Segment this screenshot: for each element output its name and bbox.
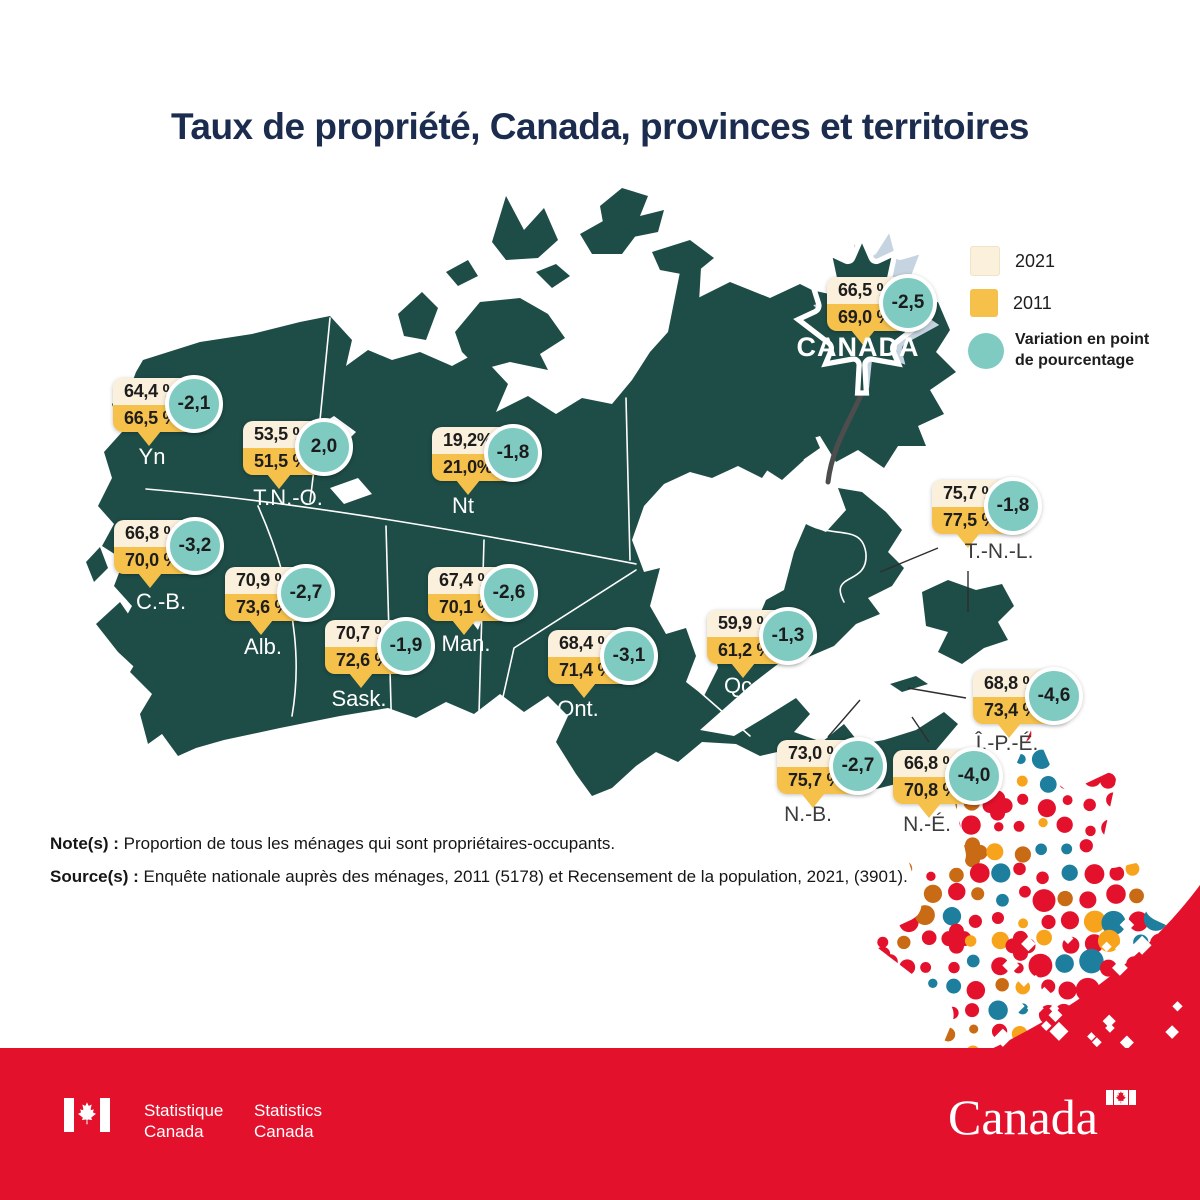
variation-badge: -4,6 <box>1025 667 1083 725</box>
island-haida-gwaii <box>86 547 108 582</box>
callout-tail <box>249 620 273 635</box>
border-quebec-labrador <box>791 511 867 603</box>
variation-badge: -1,9 <box>377 617 435 675</box>
agency-name-french: Statistique Canada <box>144 1100 223 1142</box>
callout-ne: 66,8 % 70,8 % -4,0 N.-É. <box>893 747 1047 870</box>
variation-badge: -2,5 <box>879 274 937 332</box>
corner-solid-red <box>985 885 1200 1052</box>
leader-pei <box>907 687 967 699</box>
region-label: Man. <box>441 631 491 656</box>
footer-band <box>0 1048 1200 1200</box>
region-label: N.-É. <box>903 813 951 836</box>
callout-qc: 59,9 % 61,2 % -1,3 Qc <box>707 607 861 730</box>
agency-en-line1: Statistics <box>254 1101 323 1120</box>
flag-maple-leaf <box>78 1102 96 1125</box>
note-text: Proportion de tous les ménages qui sont … <box>118 834 616 853</box>
island-qe2 <box>580 216 640 254</box>
variation-badge: -3,1 <box>600 627 658 685</box>
variation-badge: 2,0 <box>295 418 353 476</box>
flag-bar-right <box>100 1098 110 1132</box>
island-southampton <box>754 444 804 480</box>
legend-row-2011: 2011 <box>970 289 1155 317</box>
region-label: Yn <box>138 444 166 469</box>
region-label: Nt <box>452 493 474 518</box>
callout-tnl: 75,7 % 77,5 % -1,8 T.-N.-L. <box>932 477 1086 600</box>
source-line: Source(s) : Enquête nationale auprès des… <box>50 867 908 887</box>
callout-tail <box>801 793 825 808</box>
variation-badge: -2,1 <box>165 375 223 433</box>
region-label: T.N.-O. <box>253 485 323 510</box>
island-small-1 <box>446 260 478 286</box>
wordmark-flag-icon <box>1106 1090 1136 1105</box>
island-victoria <box>455 298 565 370</box>
region-label: Qc <box>723 673 753 698</box>
variation-badge: -3,2 <box>166 517 224 575</box>
island-banks <box>398 292 438 340</box>
island-qe1 <box>492 196 558 260</box>
legend-row-variation: Variation en point de pourcentage <box>968 330 1155 372</box>
island-devon <box>652 240 714 276</box>
legend-swatch-2011 <box>970 289 998 317</box>
border-nwt-nunavut <box>625 397 631 561</box>
region-label: T.-N.-L. <box>964 540 1034 563</box>
region-label: C.-B. <box>135 589 187 614</box>
region-label: CANADA <box>796 332 920 362</box>
source-label: Source(s) : <box>50 867 139 886</box>
legend-label-2021: 2021 <box>1015 250 1056 271</box>
flag-bar-left <box>64 1098 74 1132</box>
region-label: Sask. <box>331 686 387 711</box>
legend-swatch-2021 <box>970 246 1000 276</box>
variation-badge: -1,8 <box>484 424 542 482</box>
note-label: Note(s) : <box>50 834 119 853</box>
callout-ont: 68,4 % 71,4 % -3,1 Ont. <box>548 627 702 750</box>
legend-variation-circle-icon <box>968 332 1004 369</box>
canada-wordmark: Canada <box>948 1089 1098 1145</box>
notes-block: Note(s) : Proportion de tous les ménages… <box>50 834 908 900</box>
region-label: Ont. <box>557 696 599 721</box>
agency-en-line2: Canada <box>254 1122 314 1141</box>
variation-badge: -2,7 <box>277 564 335 622</box>
callout-tail <box>138 573 162 588</box>
leader-ns <box>911 716 930 743</box>
callout-canada: 66,5 % 69,0 % -2,5 CANADA <box>797 274 981 397</box>
callout-tail <box>917 803 941 818</box>
wordmark-flag-bar-left <box>1106 1090 1113 1105</box>
callout-tail <box>956 533 980 548</box>
agency-fr-line2: Canada <box>144 1122 204 1141</box>
variation-badge: -1,3 <box>759 607 817 665</box>
island-ellesmere <box>600 188 664 238</box>
island-small-2 <box>536 264 570 288</box>
variation-badge: -2,6 <box>480 564 538 622</box>
agency-fr-line1: Statistique <box>144 1101 224 1120</box>
region-label: N.-B. <box>784 803 832 826</box>
legend: 2021 2011 Variation en point de pourcent… <box>968 246 1155 385</box>
variation-badge: -1,8 <box>984 477 1042 535</box>
sparkle-diamonds <box>993 917 1183 1050</box>
leader-tnl-labrador <box>879 547 939 573</box>
variation-badge: -2,7 <box>829 737 887 795</box>
legend-label-2011: 2011 <box>1013 292 1052 313</box>
legend-row-2021: 2021 <box>970 246 1155 276</box>
page-title: Taux de propriété, Canada, provinces et … <box>171 106 1029 147</box>
legend-label-variation: Variation en point de pourcentage <box>1015 331 1150 369</box>
island-pei <box>890 676 928 692</box>
agency-name-english: Statistics Canada <box>254 1100 322 1142</box>
canada-flag-icon <box>64 1098 110 1132</box>
callout-nt: 19,2% 21,0% -1,8 Nt <box>432 424 586 547</box>
wordmark-flag-bar-right <box>1129 1090 1136 1105</box>
note-line: Note(s) : Proportion de tous les ménages… <box>50 834 908 854</box>
variation-badge: -4,0 <box>945 747 1003 805</box>
source-text: Enquête nationale auprès des ménages, 20… <box>138 867 908 886</box>
region-label: Alb. <box>244 634 282 659</box>
